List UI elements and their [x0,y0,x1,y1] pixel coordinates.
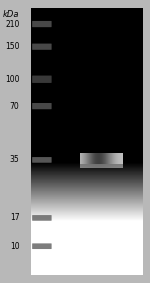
FancyBboxPatch shape [32,44,52,50]
FancyBboxPatch shape [32,157,52,163]
Text: 10: 10 [10,242,19,251]
Text: 35: 35 [10,155,19,164]
Text: 150: 150 [5,42,19,51]
FancyBboxPatch shape [32,21,52,27]
FancyBboxPatch shape [32,76,52,83]
FancyBboxPatch shape [32,103,52,109]
FancyBboxPatch shape [32,243,52,249]
FancyBboxPatch shape [32,215,52,221]
Text: 210: 210 [5,20,19,29]
Text: 17: 17 [10,213,19,222]
Text: 70: 70 [10,102,19,111]
Text: kDa: kDa [3,10,19,19]
Text: 100: 100 [5,75,19,84]
